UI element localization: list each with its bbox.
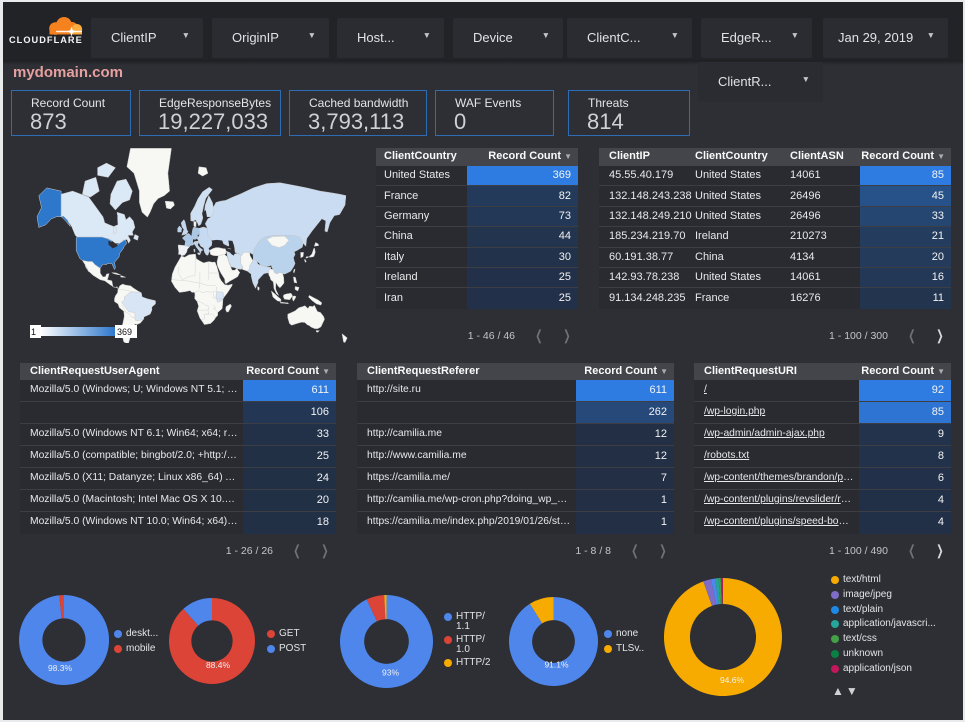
svg-text:94.6%: 94.6%	[720, 675, 745, 685]
svg-text:93%: 93%	[381, 667, 398, 677]
svg-text:91.1%: 91.1%	[544, 659, 569, 669]
svg-text:88.4%: 88.4%	[206, 660, 231, 670]
svg-text:98.3%: 98.3%	[48, 663, 73, 673]
svg-text:CLOUDFLARE: CLOUDFLARE	[9, 35, 83, 45]
